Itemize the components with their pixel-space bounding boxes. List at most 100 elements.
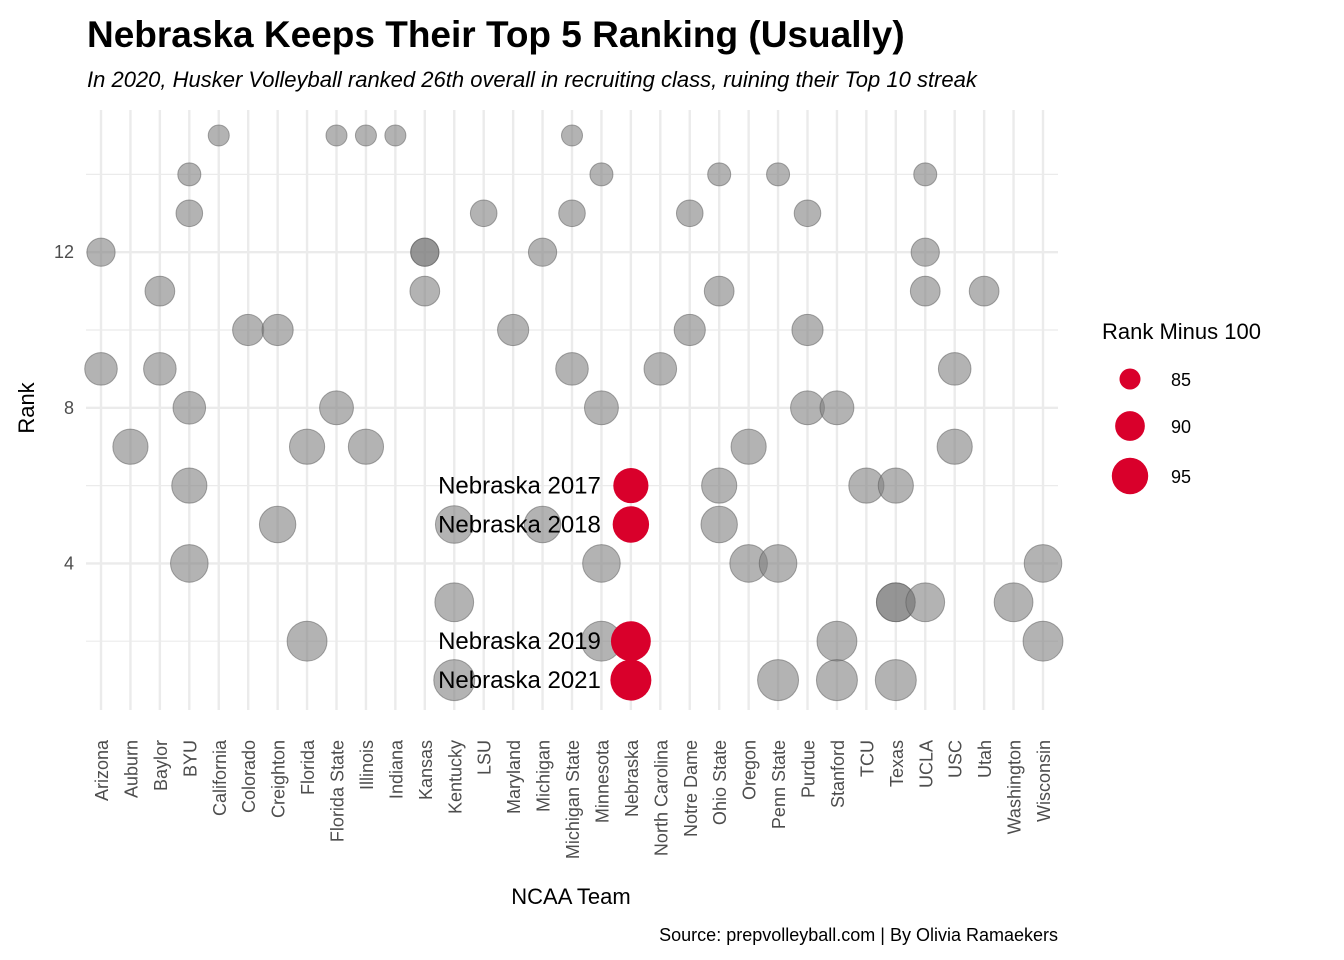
data-point bbox=[675, 199, 704, 228]
highlight-label: Nebraska 2021 bbox=[438, 667, 601, 694]
data-point bbox=[172, 391, 207, 425]
x-tick-label: Texas bbox=[887, 740, 907, 787]
x-tick-label: Nebraska bbox=[622, 739, 642, 817]
x-tick-label: California bbox=[210, 739, 230, 816]
data-point bbox=[583, 390, 619, 426]
x-tick-label: Florida State bbox=[328, 740, 348, 842]
data-point bbox=[177, 162, 202, 187]
annotation-layer: Nebraska 2017 Nebraska 2018 Nebraska 2019 N… bbox=[438, 473, 601, 694]
highlight-label: Nebraska 2017 bbox=[438, 473, 601, 500]
data-point bbox=[410, 237, 440, 267]
data-point bbox=[757, 659, 800, 702]
data-point bbox=[207, 124, 230, 147]
x-tick-label: Michigan State bbox=[563, 740, 583, 859]
data-point bbox=[1023, 544, 1063, 583]
x-tick-label: BYU bbox=[180, 740, 200, 777]
x-tick-label: Kansas bbox=[416, 740, 436, 800]
data-point bbox=[469, 199, 498, 228]
data-point bbox=[793, 199, 822, 228]
data-point bbox=[433, 659, 476, 702]
data-point bbox=[347, 428, 385, 465]
x-tick-label: Purdue bbox=[799, 740, 819, 798]
caption: Source: prepvolleyball.com | By Olivia R… bbox=[659, 925, 1058, 945]
legend-label: 95 bbox=[1171, 467, 1191, 487]
x-tick-label: Indiana bbox=[386, 739, 406, 799]
data-point bbox=[877, 467, 914, 504]
chart-subtitle: In 2020, Husker Volleyball ranked 26th o… bbox=[87, 67, 978, 92]
data-point bbox=[434, 505, 474, 544]
x-tick-label: Florida bbox=[298, 739, 318, 795]
data-point bbox=[171, 467, 208, 504]
data-point bbox=[700, 505, 738, 544]
x-tick-label: Stanford bbox=[828, 740, 848, 808]
highlight-point bbox=[612, 506, 650, 543]
data-point bbox=[909, 275, 941, 307]
data-point bbox=[673, 313, 706, 347]
legend-title: Rank Minus 100 bbox=[1102, 319, 1261, 344]
data-point bbox=[913, 162, 938, 187]
x-axis-title: NCAA Team bbox=[511, 884, 630, 909]
x-tick-label: Wisconsin bbox=[1034, 740, 1054, 822]
x-tick-label: Colorado bbox=[239, 740, 259, 813]
data-point bbox=[354, 124, 377, 147]
highlight-layer bbox=[610, 468, 652, 701]
x-tick-label: LSU bbox=[475, 740, 495, 775]
y-tick-label: 12 bbox=[54, 242, 74, 262]
x-tick-label: TCU bbox=[857, 740, 877, 777]
data-point bbox=[701, 467, 738, 504]
highlight-point bbox=[613, 468, 649, 504]
highlight-point bbox=[610, 659, 652, 701]
highlight-point bbox=[610, 621, 651, 662]
data-point bbox=[434, 582, 475, 623]
points-layer bbox=[84, 124, 1064, 702]
x-tick-label: Utah bbox=[975, 740, 995, 778]
x-tick-label: Arizona bbox=[92, 739, 112, 801]
data-point bbox=[703, 275, 735, 307]
data-point bbox=[905, 582, 946, 623]
x-tick-label: Auburn bbox=[121, 740, 141, 798]
y-tick-label: 4 bbox=[64, 553, 74, 573]
data-point bbox=[112, 428, 149, 465]
data-point bbox=[560, 124, 584, 147]
data-point bbox=[558, 199, 586, 228]
x-tick-label: Illinois bbox=[357, 740, 377, 790]
data-point bbox=[874, 659, 917, 702]
data-point bbox=[730, 428, 767, 465]
x-tick-label: USC bbox=[946, 740, 966, 778]
data-point bbox=[968, 275, 1000, 307]
data-point bbox=[523, 505, 562, 544]
data-point bbox=[144, 275, 176, 307]
legend-key bbox=[1111, 457, 1149, 495]
data-point bbox=[791, 313, 824, 347]
legend-key bbox=[1119, 368, 1141, 390]
data-point bbox=[258, 505, 297, 544]
data-point bbox=[1022, 620, 1064, 662]
legend-label: 90 bbox=[1171, 417, 1191, 437]
data-point bbox=[143, 352, 177, 386]
x-tick-label: Maryland bbox=[504, 740, 524, 814]
data-point bbox=[707, 162, 732, 187]
data-point bbox=[589, 162, 614, 187]
data-point bbox=[766, 162, 791, 187]
legend: Rank Minus 100 85 90 95 bbox=[1102, 319, 1261, 495]
data-point bbox=[170, 544, 209, 583]
data-point bbox=[937, 352, 972, 386]
data-point bbox=[819, 390, 855, 426]
data-point bbox=[936, 428, 973, 465]
data-point bbox=[286, 620, 328, 662]
data-point bbox=[384, 124, 407, 147]
x-tick-label: Oregon bbox=[740, 740, 760, 800]
data-point bbox=[175, 199, 204, 228]
x-tick-label: Penn State bbox=[769, 740, 789, 829]
x-tick-label: Creighton bbox=[269, 740, 289, 818]
data-point bbox=[815, 659, 858, 702]
data-point bbox=[790, 390, 825, 426]
data-point bbox=[758, 544, 798, 583]
chart-title: Nebraska Keeps Their Top 5 Ranking (Usua… bbox=[87, 14, 905, 55]
data-point bbox=[993, 582, 1034, 623]
x-tick-label: Michigan bbox=[534, 740, 554, 812]
y-axis-ticks: 4 8 12 bbox=[54, 242, 74, 573]
x-tick-label: Notre Dame bbox=[681, 740, 701, 837]
data-point bbox=[910, 237, 940, 267]
